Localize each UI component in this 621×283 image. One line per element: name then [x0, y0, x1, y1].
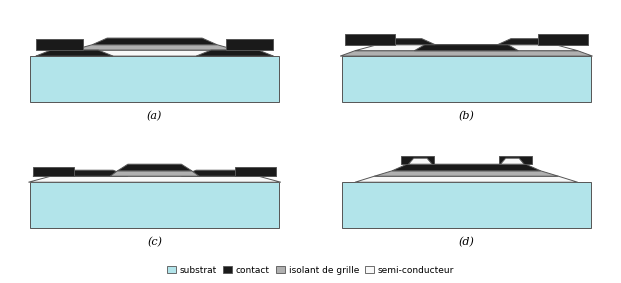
Bar — [33, 167, 75, 176]
Text: (c): (c) — [147, 237, 162, 247]
Polygon shape — [355, 45, 578, 51]
Bar — [226, 39, 273, 50]
Bar — [30, 182, 279, 228]
Text: (a): (a) — [147, 111, 162, 121]
Text: (b): (b) — [458, 111, 474, 121]
Polygon shape — [497, 39, 572, 45]
Polygon shape — [36, 50, 113, 56]
Polygon shape — [36, 50, 273, 56]
Polygon shape — [361, 39, 435, 45]
Polygon shape — [110, 171, 199, 176]
Polygon shape — [93, 38, 217, 45]
Polygon shape — [196, 50, 273, 56]
Polygon shape — [374, 171, 558, 176]
Bar — [538, 34, 588, 45]
Bar — [401, 156, 433, 164]
Bar — [235, 167, 276, 176]
Polygon shape — [409, 158, 432, 164]
Polygon shape — [29, 176, 281, 182]
Polygon shape — [33, 170, 128, 176]
Polygon shape — [392, 164, 540, 171]
Bar — [36, 39, 83, 50]
Polygon shape — [501, 158, 524, 164]
Bar — [345, 34, 395, 45]
Bar — [342, 182, 591, 228]
Polygon shape — [73, 45, 236, 50]
Polygon shape — [355, 176, 578, 182]
Bar — [342, 56, 591, 102]
Bar — [30, 56, 279, 102]
Polygon shape — [340, 51, 592, 56]
Polygon shape — [414, 45, 519, 51]
Polygon shape — [117, 164, 192, 171]
Bar — [499, 156, 532, 164]
Text: (d): (d) — [458, 237, 474, 247]
Polygon shape — [181, 170, 276, 176]
Legend: substrat, contact, isolant de grille, semi-conducteur: substrat, contact, isolant de grille, se… — [163, 262, 458, 278]
